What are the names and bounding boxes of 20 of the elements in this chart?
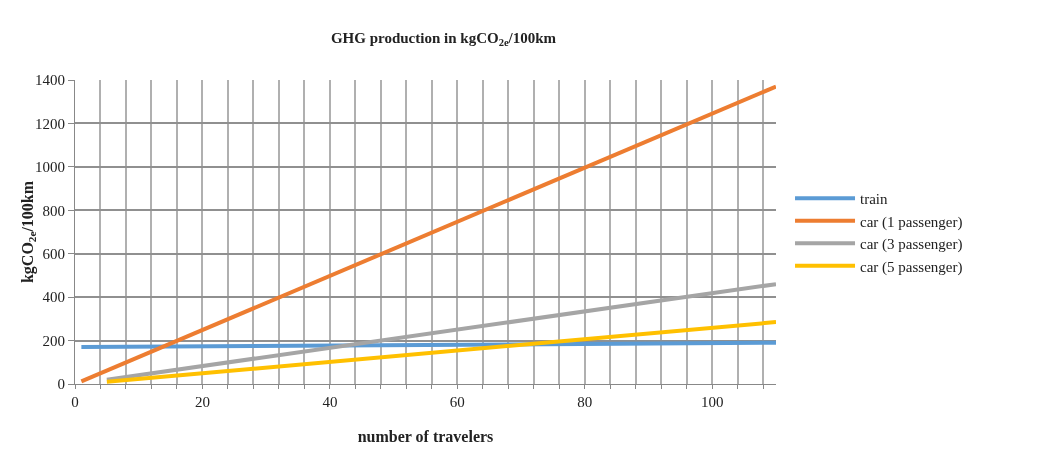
- y-tick-label: 400: [42, 289, 65, 306]
- y-tick-label: 1200: [35, 115, 65, 132]
- legend-label: car (1 passenger): [860, 213, 963, 231]
- x-tick-label: 100: [701, 394, 724, 410]
- legend-label: car (5 passenger): [860, 258, 963, 276]
- legend-label: car (3 passenger): [860, 236, 963, 254]
- x-tick-label: 0: [71, 394, 79, 410]
- y-tick-label: 600: [42, 245, 65, 262]
- x-axis-title: number of travelers: [357, 428, 494, 445]
- chart-title: GHG production in kgCO$_{2e}$/100km: [330, 29, 557, 48]
- y-tick-label: 200: [42, 332, 65, 349]
- y-tick-label: 0: [57, 376, 65, 393]
- x-tick-label: 20: [194, 394, 210, 410]
- y-tick-label: 1000: [35, 159, 65, 176]
- legend-label: train: [860, 191, 889, 208]
- y-tick-label: 1400: [35, 72, 65, 89]
- x-tick-label: 60: [449, 394, 465, 410]
- y-tick-label: 800: [42, 202, 65, 219]
- x-tick-label: 40: [322, 394, 338, 410]
- x-tick-label: 80: [577, 394, 593, 410]
